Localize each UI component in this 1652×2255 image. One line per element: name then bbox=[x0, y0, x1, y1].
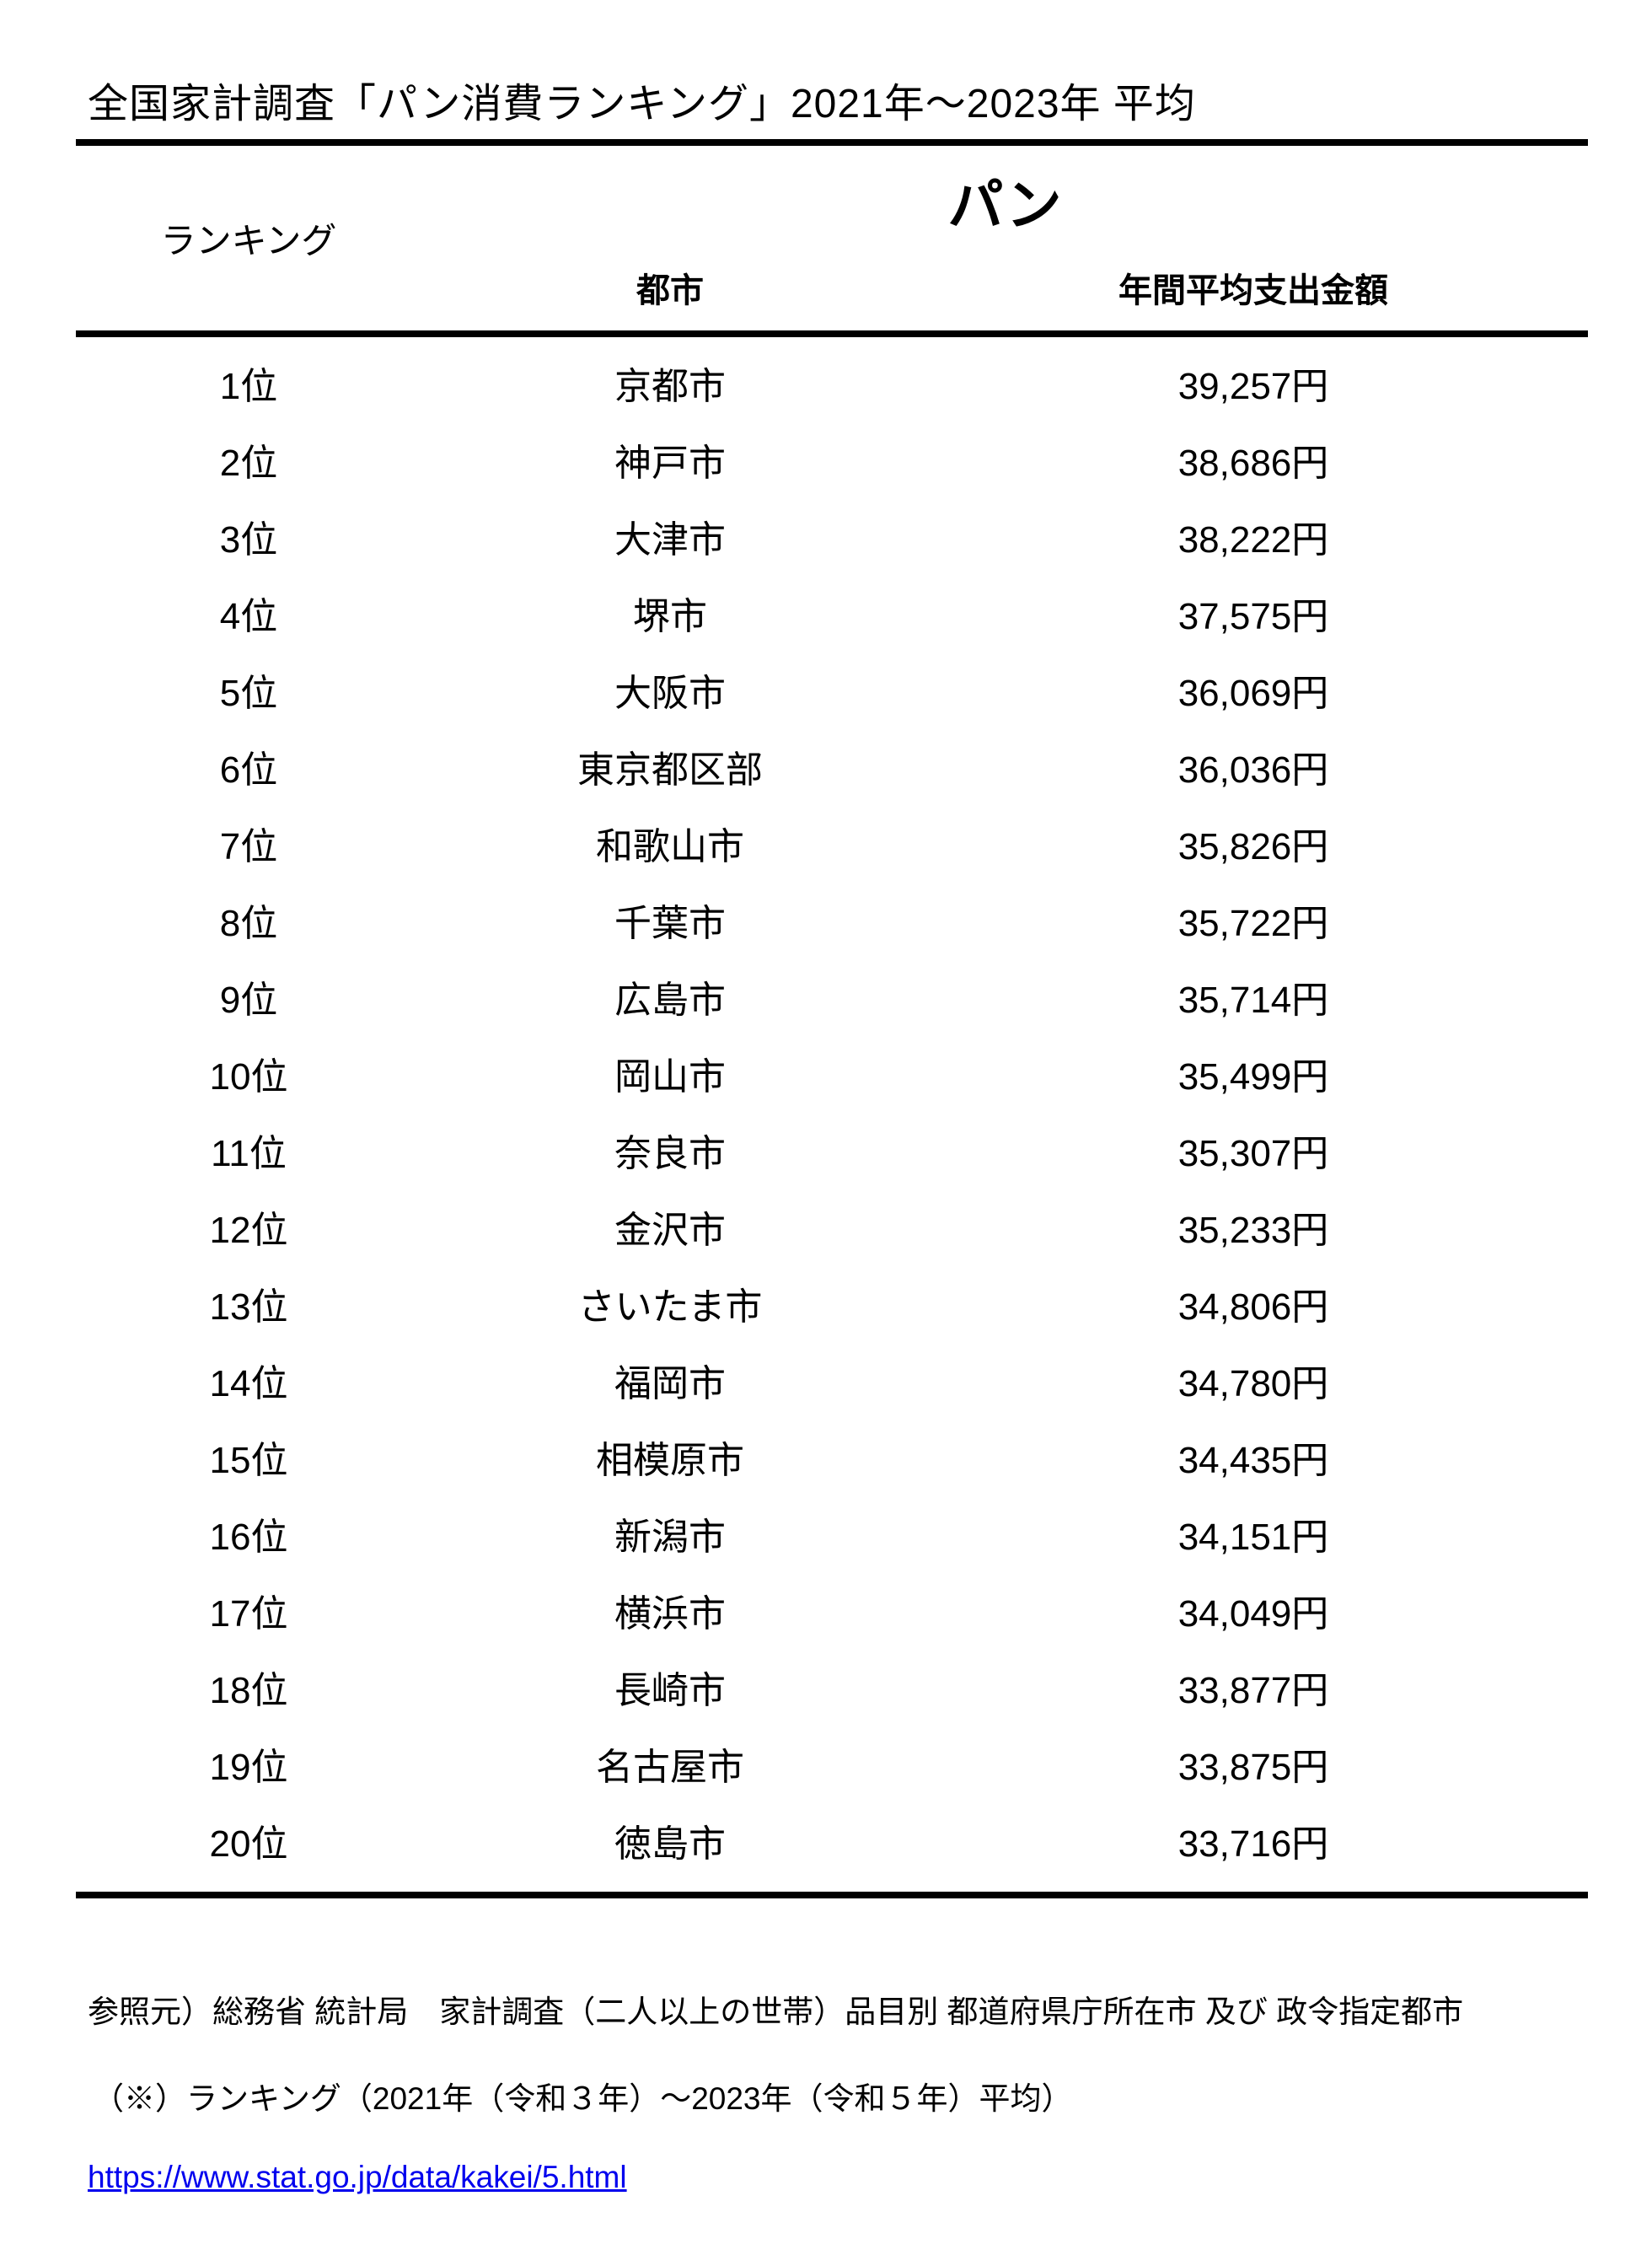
table-row: 17位 横浜市 34,049円 bbox=[76, 1571, 1588, 1648]
city-cell: 横浜市 bbox=[614, 1592, 726, 1635]
ranking-column-header: ランキング bbox=[160, 221, 337, 261]
rank-cell: 5位 bbox=[219, 672, 278, 714]
table-row: 15位 相模原市 34,435円 bbox=[76, 1418, 1588, 1495]
amount-cell: 36,036円 bbox=[1177, 749, 1329, 791]
city-cell: 堺市 bbox=[633, 595, 707, 637]
rank-cell: 17位 bbox=[209, 1592, 288, 1635]
amount-cell: 34,806円 bbox=[1177, 1286, 1329, 1328]
amount-cell: 34,435円 bbox=[1177, 1439, 1329, 1481]
table-header: ランキング パン 都市 年間平均支出金額 bbox=[76, 146, 1588, 330]
divider-header bbox=[76, 330, 1588, 338]
city-cell: 新潟市 bbox=[614, 1516, 726, 1558]
table-row: 10位 岡山市 35,499円 bbox=[76, 1034, 1588, 1111]
amount-cell: 38,686円 bbox=[1177, 442, 1329, 484]
rank-cell: 4位 bbox=[219, 595, 278, 637]
amount-cell: 39,257円 bbox=[1177, 365, 1329, 407]
rank-cell: 10位 bbox=[209, 1055, 288, 1098]
table-row: 16位 新潟市 34,151円 bbox=[76, 1495, 1588, 1571]
product-header: パン bbox=[947, 174, 1062, 237]
amount-cell: 35,233円 bbox=[1177, 1209, 1329, 1251]
amount-cell: 34,780円 bbox=[1177, 1362, 1329, 1404]
city-cell: 京都市 bbox=[614, 365, 726, 407]
city-cell: 徳島市 bbox=[614, 1823, 726, 1865]
table-row: 1位 京都市 39,257円 bbox=[76, 344, 1588, 421]
table-row: 11位 奈良市 35,307円 bbox=[76, 1111, 1588, 1188]
divider-top bbox=[76, 139, 1588, 147]
amount-cell: 34,151円 bbox=[1177, 1516, 1329, 1558]
amount-column-header: 年間平均支出金額 bbox=[1118, 271, 1388, 309]
table-row: 5位 大阪市 36,069円 bbox=[76, 651, 1588, 728]
table-body: 1位 京都市 39,257円 2位 神戸市 38,686円 3位 大津市 38,222円 4位 堺市… bbox=[76, 337, 1588, 1892]
city-cell: 金沢市 bbox=[614, 1209, 726, 1251]
table-row: 9位 広島市 35,714円 bbox=[76, 958, 1588, 1034]
rank-cell: 13位 bbox=[209, 1286, 288, 1328]
rank-cell: 7位 bbox=[219, 825, 278, 867]
rank-cell: 1位 bbox=[219, 365, 278, 407]
page-title: 全国家計調査「パン消費ランキング」2021年～2023年 平均 bbox=[88, 82, 1196, 126]
table-row: 12位 金沢市 35,233円 bbox=[76, 1188, 1588, 1264]
city-cell: 広島市 bbox=[614, 979, 726, 1021]
table-row: 18位 長崎市 33,877円 bbox=[76, 1648, 1588, 1725]
table-row: 4位 堺市 37,575円 bbox=[76, 574, 1588, 651]
rank-cell: 12位 bbox=[209, 1209, 288, 1251]
city-cell: 大津市 bbox=[614, 518, 726, 561]
amount-cell: 35,714円 bbox=[1177, 979, 1329, 1021]
rank-cell: 20位 bbox=[209, 1823, 288, 1865]
table-row: 7位 和歌山市 35,826円 bbox=[76, 804, 1588, 881]
amount-cell: 37,575円 bbox=[1177, 595, 1329, 637]
table-row: 6位 東京都区部 36,036円 bbox=[76, 728, 1588, 804]
source-note: 参照元）総務省 統計局 家計調査（二人以上の世帯）品目別 都道府県庁所在市 及び… bbox=[88, 1995, 1464, 2030]
rank-cell: 18位 bbox=[209, 1669, 288, 1711]
city-cell: 岡山市 bbox=[614, 1055, 726, 1098]
amount-cell: 33,875円 bbox=[1177, 1746, 1329, 1788]
city-cell: さいたま市 bbox=[577, 1286, 763, 1328]
table-row: 2位 神戸市 38,686円 bbox=[76, 421, 1588, 497]
amount-cell: 36,069円 bbox=[1177, 672, 1329, 714]
source-link[interactable]: https://www.stat.go.jp/data/kakei/5.html bbox=[88, 2160, 627, 2195]
amount-cell: 33,877円 bbox=[1177, 1669, 1329, 1711]
table-row: 14位 福岡市 34,780円 bbox=[76, 1341, 1588, 1418]
rank-cell: 15位 bbox=[209, 1439, 288, 1481]
amount-cell: 33,716円 bbox=[1177, 1823, 1329, 1865]
table-row: 20位 徳島市 33,716円 bbox=[76, 1801, 1588, 1878]
city-cell: 福岡市 bbox=[614, 1362, 726, 1404]
amount-cell: 35,499円 bbox=[1177, 1055, 1329, 1098]
city-cell: 長崎市 bbox=[614, 1669, 726, 1711]
rank-cell: 2位 bbox=[219, 442, 278, 484]
table-row: 3位 大津市 38,222円 bbox=[76, 497, 1588, 574]
amount-cell: 34,049円 bbox=[1177, 1592, 1329, 1635]
amount-cell: 35,826円 bbox=[1177, 825, 1329, 867]
city-cell: 大阪市 bbox=[614, 672, 726, 714]
city-cell: 神戸市 bbox=[614, 442, 726, 484]
city-cell: 相模原市 bbox=[596, 1439, 744, 1481]
city-column-header: 都市 bbox=[636, 271, 704, 309]
table-row: 8位 千葉市 35,722円 bbox=[76, 881, 1588, 958]
city-cell: 和歌山市 bbox=[596, 825, 744, 867]
rank-cell: 19位 bbox=[209, 1746, 288, 1788]
city-cell: 奈良市 bbox=[614, 1132, 726, 1174]
divider-bottom bbox=[76, 1892, 1588, 1899]
rank-cell: 11位 bbox=[211, 1132, 287, 1174]
rank-cell: 9位 bbox=[219, 979, 278, 1021]
document: 全国家計調査「パン消費ランキング」2021年～2023年 平均 ランキング パン… bbox=[76, 0, 1588, 2195]
rank-cell: 3位 bbox=[219, 518, 278, 561]
city-cell: 名古屋市 bbox=[596, 1746, 744, 1788]
amount-cell: 38,222円 bbox=[1177, 518, 1329, 561]
city-cell: 千葉市 bbox=[614, 902, 726, 944]
rank-cell: 14位 bbox=[209, 1362, 288, 1404]
city-cell: 東京都区部 bbox=[577, 749, 763, 791]
rank-cell: 16位 bbox=[209, 1516, 288, 1558]
table-row: 13位 さいたま市 34,806円 bbox=[76, 1264, 1588, 1341]
table-row: 19位 名古屋市 33,875円 bbox=[76, 1725, 1588, 1801]
rank-cell: 6位 bbox=[219, 749, 278, 791]
footer: 参照元）総務省 統計局 家計調査（二人以上の世帯）品目別 都道府県庁所在市 及び… bbox=[76, 1898, 1588, 2195]
amount-cell: 35,307円 bbox=[1177, 1132, 1329, 1174]
rank-cell: 8位 bbox=[219, 902, 278, 944]
ranking-note: （※）ランキング（2021年（令和３年）～2023年（令和５年）平均） bbox=[93, 2081, 1073, 2117]
amount-cell: 35,722円 bbox=[1177, 902, 1329, 944]
